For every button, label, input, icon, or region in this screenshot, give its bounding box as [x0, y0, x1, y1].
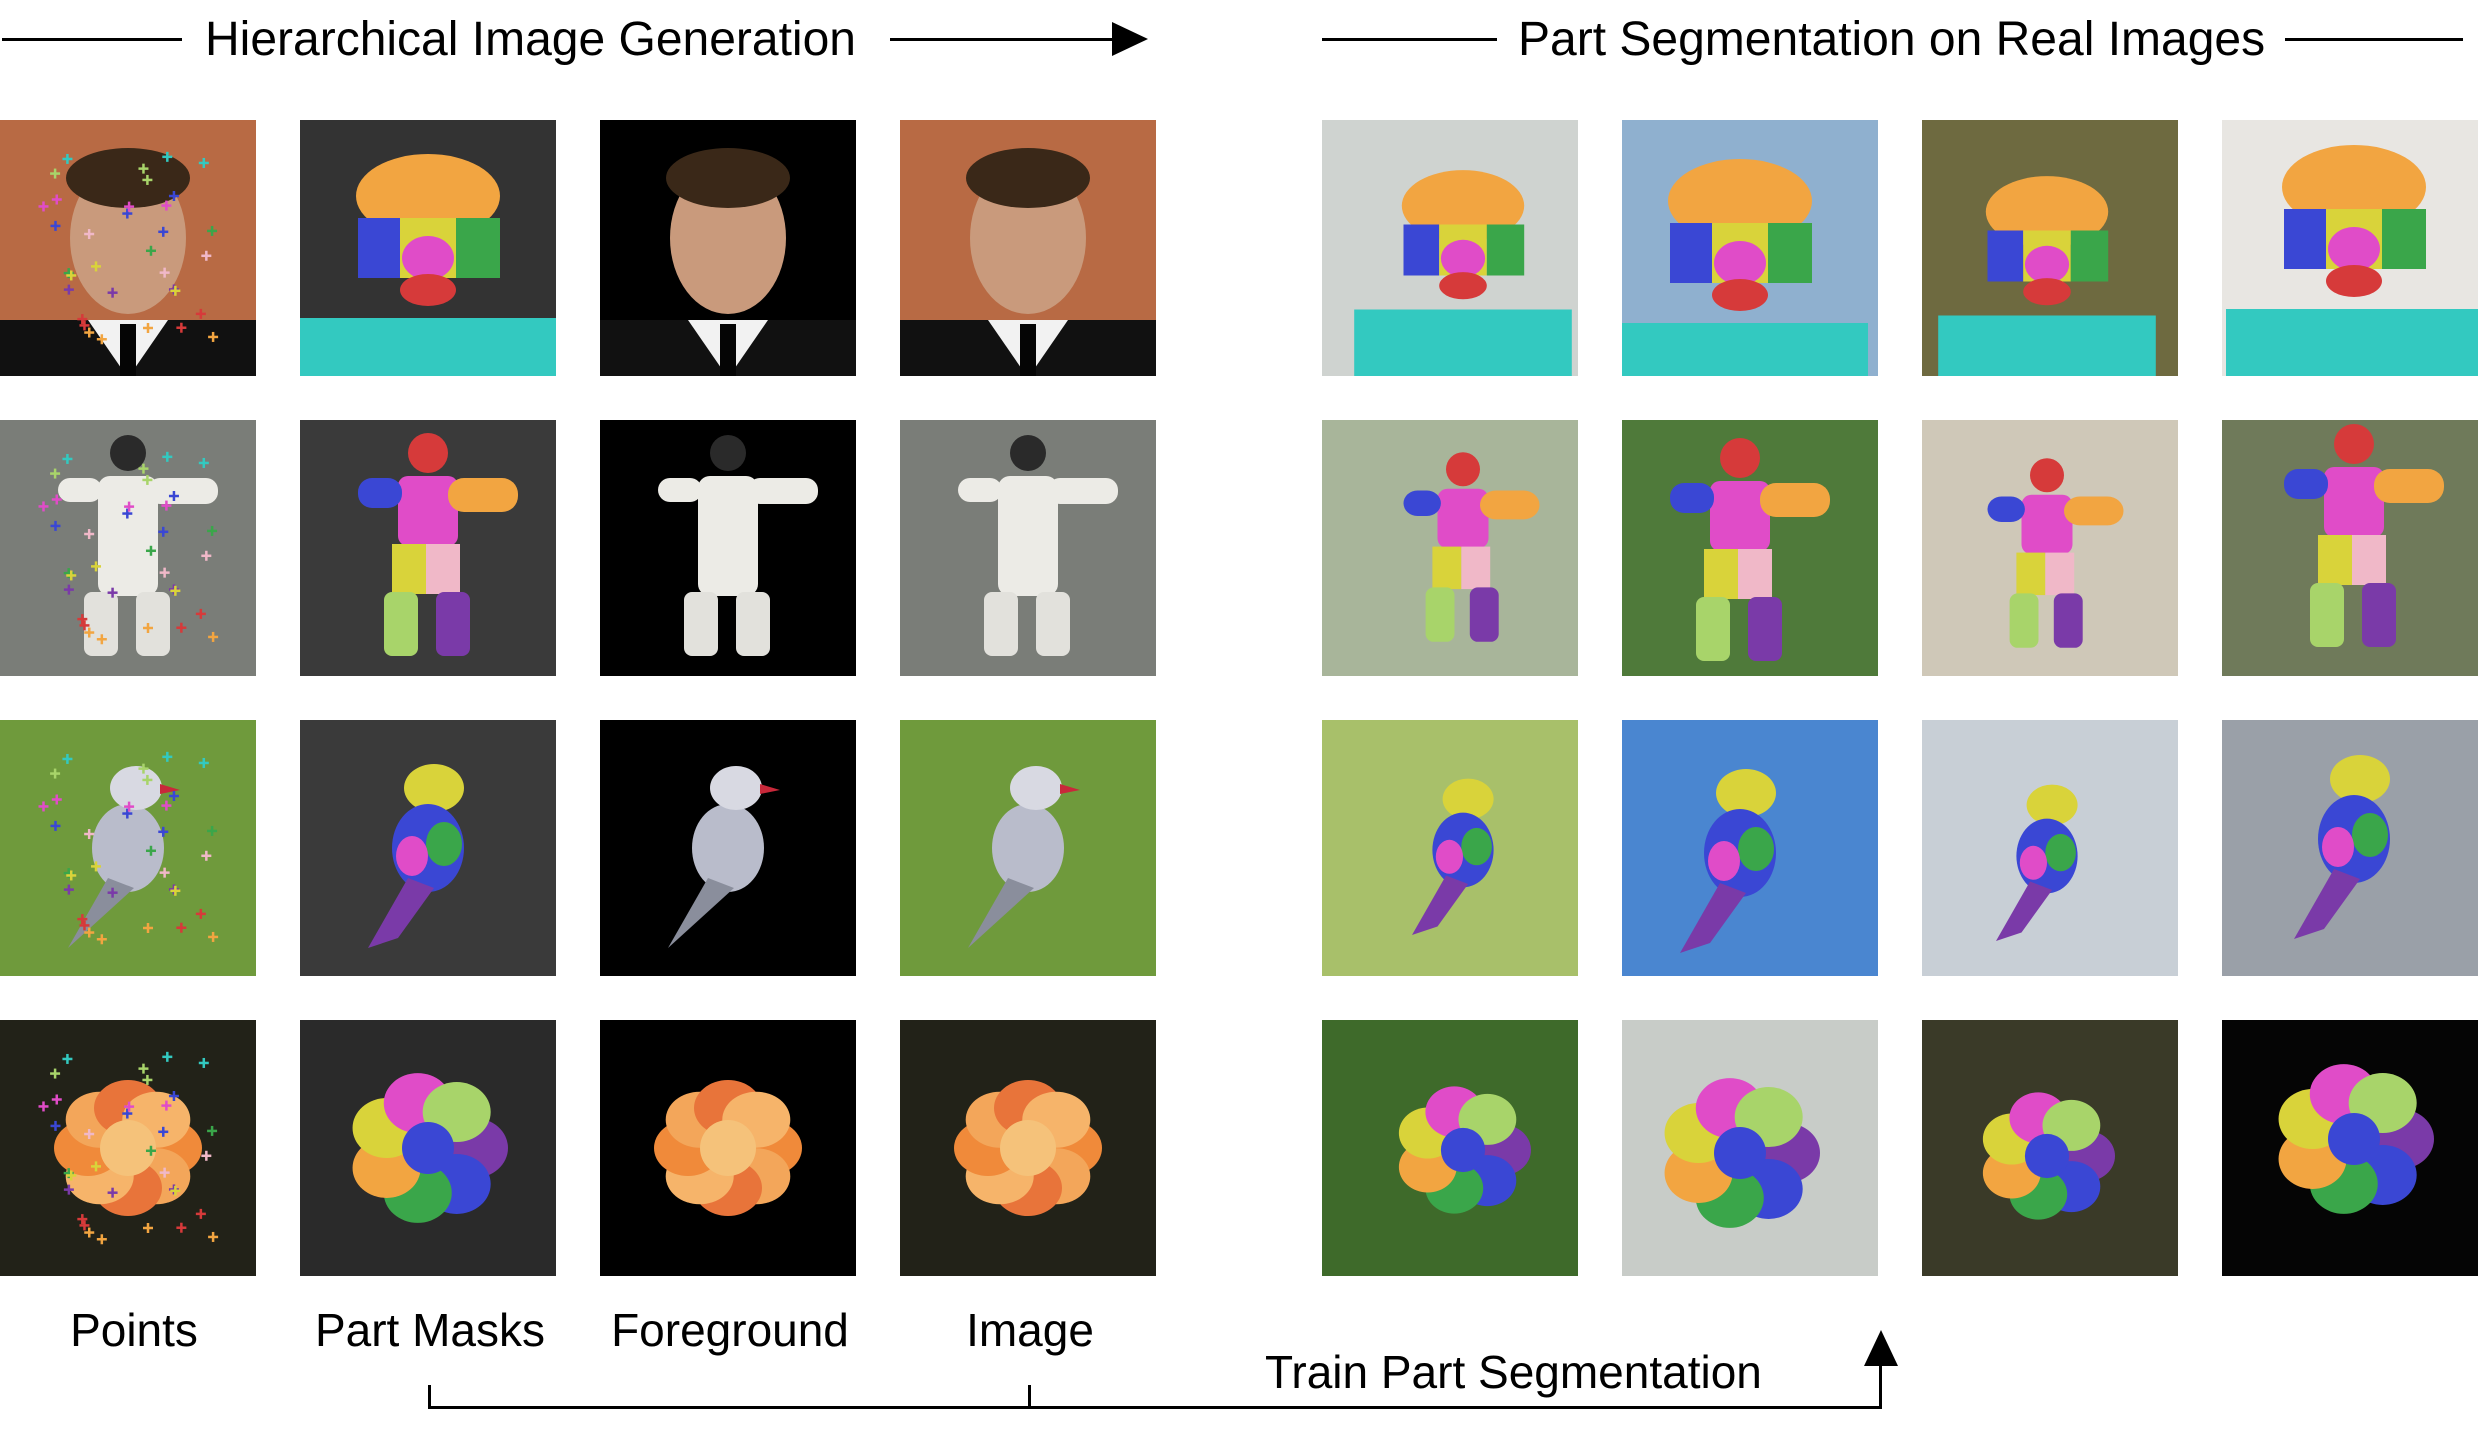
bird-part-masks-image: [300, 720, 556, 976]
person-real-3-image: [1922, 420, 2178, 676]
face-image-image: [900, 120, 1156, 376]
right-title-line-right: [2285, 38, 2463, 41]
face-points-image: [0, 120, 256, 376]
face-foreground-image: [600, 120, 856, 376]
face-real-3-image: [1922, 120, 2178, 376]
bird-image-image: [900, 720, 1156, 976]
person-real-2-image: [1622, 420, 1878, 676]
face-real-1-image: [1322, 120, 1578, 376]
right-title-line-left: [1322, 38, 1497, 41]
bracket-up-line: [1879, 1360, 1882, 1409]
left-title: Hierarchical Image Generation: [205, 12, 856, 68]
train-label: Train Part Segmentation: [1265, 1344, 1762, 1400]
flower-image-image: [900, 1020, 1156, 1276]
left-title-arrow-line: [890, 38, 1120, 41]
flower-foreground-image: [600, 1020, 856, 1276]
bird-points-image: [0, 720, 256, 976]
face-real-4-image: [2222, 120, 2478, 376]
col-label-points: Points: [0, 1302, 284, 1358]
person-points-image: [0, 420, 256, 676]
person-real-4-image: [2222, 420, 2478, 676]
person-foreground-image: [600, 420, 856, 676]
bird-real-2-image: [1622, 720, 1878, 976]
bird-real-1-image: [1322, 720, 1578, 976]
left-title-line-left: [2, 38, 182, 41]
person-real-1-image: [1322, 420, 1578, 676]
col-label-foreground: Foreground: [580, 1302, 880, 1358]
right-title: Part Segmentation on Real Images: [1518, 12, 2265, 68]
face-part-masks-image: [300, 120, 556, 376]
bird-real-4-image: [2222, 720, 2478, 976]
col-label-image: Image: [880, 1302, 1180, 1358]
flower-real-4-image: [2222, 1020, 2478, 1276]
person-part-masks-image: [300, 420, 556, 676]
bird-real-3-image: [1922, 720, 2178, 976]
flower-real-3-image: [1922, 1020, 2178, 1276]
bird-foreground-image: [600, 720, 856, 976]
train-arrowhead: [1864, 1330, 1898, 1366]
face-real-2-image: [1622, 120, 1878, 376]
flower-real-1-image: [1322, 1020, 1578, 1276]
col-label-part-masks: Part Masks: [280, 1302, 580, 1358]
flower-points-image: [0, 1020, 256, 1276]
left-title-arrowhead: [1112, 22, 1148, 56]
person-image-image: [900, 420, 1156, 676]
flower-part-masks-image: [300, 1020, 556, 1276]
flower-real-2-image: [1622, 1020, 1878, 1276]
bracket-bottom-line: [428, 1406, 1882, 1409]
